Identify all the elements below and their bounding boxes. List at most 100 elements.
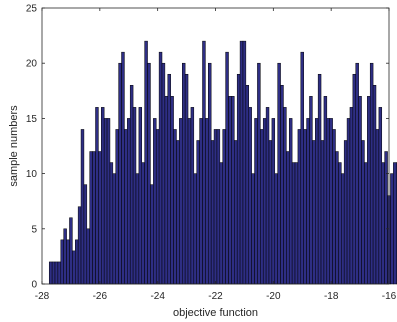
- histogram-bar: [193, 173, 197, 285]
- histogram-bar: [352, 73, 356, 285]
- histogram-bar: [254, 118, 258, 285]
- histogram-bar: [283, 107, 287, 285]
- y-tick-label: 5: [31, 224, 37, 235]
- histogram-bar: [54, 261, 59, 285]
- histogram-bar: [92, 151, 96, 285]
- y-tick-label: 0: [31, 280, 37, 291]
- histogram-bar: [242, 40, 247, 285]
- histogram-bar: [315, 118, 319, 285]
- histogram-bar: [268, 140, 273, 285]
- histogram-bar: [184, 73, 189, 285]
- x-tick-label: -24: [150, 291, 165, 302]
- histogram-bar: [384, 151, 388, 285]
- x-tick-label: -20: [266, 291, 281, 302]
- histogram-bar: [323, 96, 328, 285]
- histogram-bar: [170, 96, 174, 285]
- y-axis-label: sample numbers: [8, 105, 20, 187]
- histogram-bar: [294, 162, 299, 285]
- y-tick-label: 20: [26, 59, 38, 70]
- histogram-bar: [89, 151, 93, 285]
- x-tick-label: -26: [93, 291, 108, 302]
- histogram-bar: [51, 261, 56, 285]
- histogram-bar: [257, 62, 261, 285]
- histogram-bar: [118, 62, 122, 285]
- histogram-bar: [60, 239, 64, 285]
- histogram-bar: [271, 118, 276, 285]
- histogram-bar: [248, 107, 252, 285]
- histogram-bar: [129, 85, 134, 285]
- histogram-bar: [375, 129, 380, 285]
- histogram-bar: [277, 62, 281, 285]
- histogram-bar: [147, 62, 151, 285]
- histogram-bar: [390, 173, 394, 285]
- histogram-bar: [320, 140, 325, 285]
- histogram-bar: [121, 51, 125, 285]
- histogram-bar: [205, 118, 209, 285]
- histogram-bar: [95, 107, 99, 285]
- histogram-bar: [306, 118, 310, 285]
- histogram-bar: [280, 85, 284, 285]
- histogram-bar: [364, 162, 368, 285]
- histogram-bar: [236, 73, 241, 285]
- histogram-bar: [63, 228, 67, 285]
- histogram-bar: [372, 85, 377, 285]
- histogram-bar: [127, 118, 131, 285]
- histogram-bar: [144, 40, 148, 285]
- histogram-bar: [150, 184, 154, 285]
- histogram-bar: [369, 62, 374, 285]
- histogram-bar: [219, 162, 223, 285]
- histogram-bar: [98, 151, 102, 285]
- histogram-bar: [213, 129, 218, 285]
- histogram-bar: [260, 129, 264, 285]
- histogram-bar: [69, 217, 73, 285]
- histogram-bar: [141, 162, 145, 285]
- histogram-bar: [77, 206, 82, 285]
- histogram-bar: [288, 118, 293, 285]
- x-tick-label: -22: [208, 291, 223, 302]
- histogram-bar: [173, 129, 177, 285]
- histogram-bar: [297, 129, 302, 285]
- histogram-bar: [309, 96, 313, 285]
- axes-group: -28 -26 -24 -22 -20 -18 -16 0 5 10 15 20 25: [26, 4, 397, 303]
- histogram-bar: [135, 173, 140, 285]
- histogram-bar: [86, 228, 90, 285]
- histogram-bar: [103, 118, 108, 285]
- histogram-bar: [317, 73, 322, 285]
- histogram-bar: [48, 261, 53, 285]
- histogram-bar: [245, 85, 250, 285]
- histogram-bar: [202, 40, 206, 285]
- histogram-bar: [75, 239, 79, 285]
- x-tick-label: -28: [35, 291, 50, 302]
- histogram-bar: [335, 151, 339, 285]
- histogram-bar: [303, 129, 307, 285]
- histogram-bar: [153, 118, 157, 285]
- x-tick-label: -16: [382, 291, 397, 302]
- histogram-bar: [300, 51, 304, 285]
- histogram-bar: [225, 51, 229, 285]
- histogram-bar: [361, 140, 365, 285]
- histogram-bar: [341, 173, 345, 285]
- histogram-bar: [234, 140, 238, 285]
- histogram-bar: [381, 162, 385, 285]
- histogram-bar: [176, 140, 180, 285]
- histogram-bar: [187, 118, 192, 285]
- x-axis-label: objective function: [173, 307, 258, 319]
- histogram-bar: [161, 62, 166, 285]
- y-tick-label: 10: [26, 169, 38, 180]
- histogram-bar: [355, 62, 359, 285]
- histogram-bar: [164, 96, 169, 285]
- histogram-bar: [196, 140, 200, 285]
- histogram-bar: [109, 162, 114, 285]
- histogram-bar: [312, 140, 316, 285]
- histogram-bar: [393, 162, 397, 285]
- histogram-bar: [265, 107, 270, 285]
- histogram-bar: [210, 140, 215, 285]
- histogram-bar: [115, 129, 119, 285]
- histogram-bar: [138, 107, 143, 285]
- histogram-bar: [208, 62, 212, 285]
- histogram-bar: [326, 118, 330, 285]
- histogram-bar: [239, 40, 244, 285]
- histogram-bar: [167, 73, 171, 285]
- histogram-bar: [199, 118, 203, 285]
